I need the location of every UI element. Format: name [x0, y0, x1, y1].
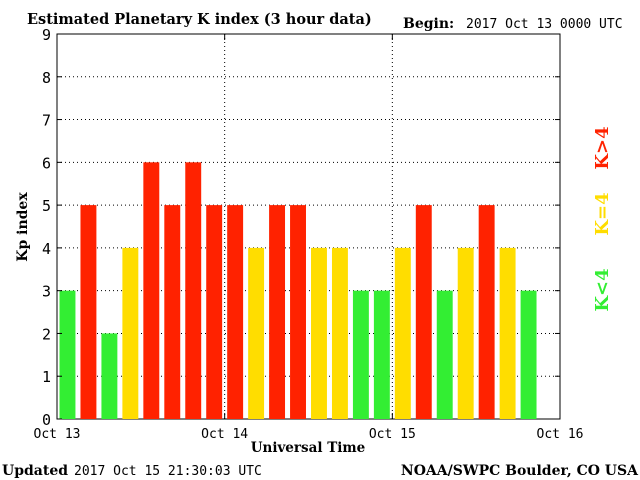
kp-bar [122, 247, 139, 419]
kp-bar [478, 205, 495, 419]
y-tick-label: 0 [42, 411, 51, 429]
bars [59, 162, 537, 420]
kp-bar [499, 247, 516, 419]
y-tick-label: 1 [42, 368, 51, 386]
kp-bar [290, 205, 306, 419]
kp-bar [143, 162, 160, 420]
kp-bar [436, 290, 453, 419]
y-tick-label: 6 [42, 154, 51, 172]
x-axis-label: Universal Time [251, 440, 366, 456]
kp-bar [373, 290, 390, 419]
y-tick-label: 9 [42, 26, 51, 44]
updated-label: Updated [2, 463, 68, 479]
x-tick-label: Oct 16 [537, 427, 584, 442]
legend-entry: K=4 [592, 192, 613, 235]
y-axis-label: Kp index [15, 192, 31, 262]
kp-bar [415, 205, 432, 419]
x-axis-ticks: Oct 13 Oct 14 Oct 15 Oct 16 [34, 34, 584, 442]
y-tick-label: 7 [42, 112, 51, 130]
kp-bar [394, 247, 411, 419]
kp-bar [59, 290, 76, 419]
chart-title: Estimated Planetary K index (3 hour data… [27, 11, 372, 28]
y-tick-label: 8 [42, 69, 51, 87]
kp-bar [457, 247, 474, 419]
y-axis-ticks: 0 1 2 3 4 5 6 7 8 9 [42, 26, 560, 429]
plot-area [56, 33, 561, 420]
x-tick-label: Oct 14 [201, 427, 248, 442]
begin-label: Begin: [403, 16, 454, 32]
kp-bar [80, 205, 97, 419]
kp-bar [520, 290, 537, 419]
y-tick-label: 3 [42, 283, 51, 301]
kp-bar [206, 205, 223, 419]
begin-value: 2017 Oct 13 0000 UTC [466, 17, 623, 32]
source-label: NOAA/SWPC Boulder, CO USA [401, 463, 639, 479]
kp-bar [331, 247, 348, 419]
grid [57, 34, 560, 419]
kp-bar [269, 205, 286, 419]
y-tick-label: 5 [42, 197, 51, 215]
legend: K<4 K=4 K>4 [592, 126, 613, 311]
kp-bar [185, 162, 202, 420]
kp-bar [101, 333, 118, 419]
updated-value: 2017 Oct 15 21:30:03 UTC [74, 464, 262, 479]
legend-entry: K>4 [592, 126, 613, 169]
kp-bar [248, 247, 265, 419]
y-tick-label: 2 [42, 325, 51, 343]
kp-bar [311, 247, 327, 419]
legend-entry: K<4 [592, 268, 613, 311]
kp-bar [352, 290, 369, 419]
y-tick-label: 4 [42, 240, 51, 258]
x-tick-label: Oct 13 [34, 427, 81, 442]
kp-bar [164, 205, 181, 419]
kp-bar [227, 205, 244, 419]
x-tick-label: Oct 15 [369, 427, 416, 442]
